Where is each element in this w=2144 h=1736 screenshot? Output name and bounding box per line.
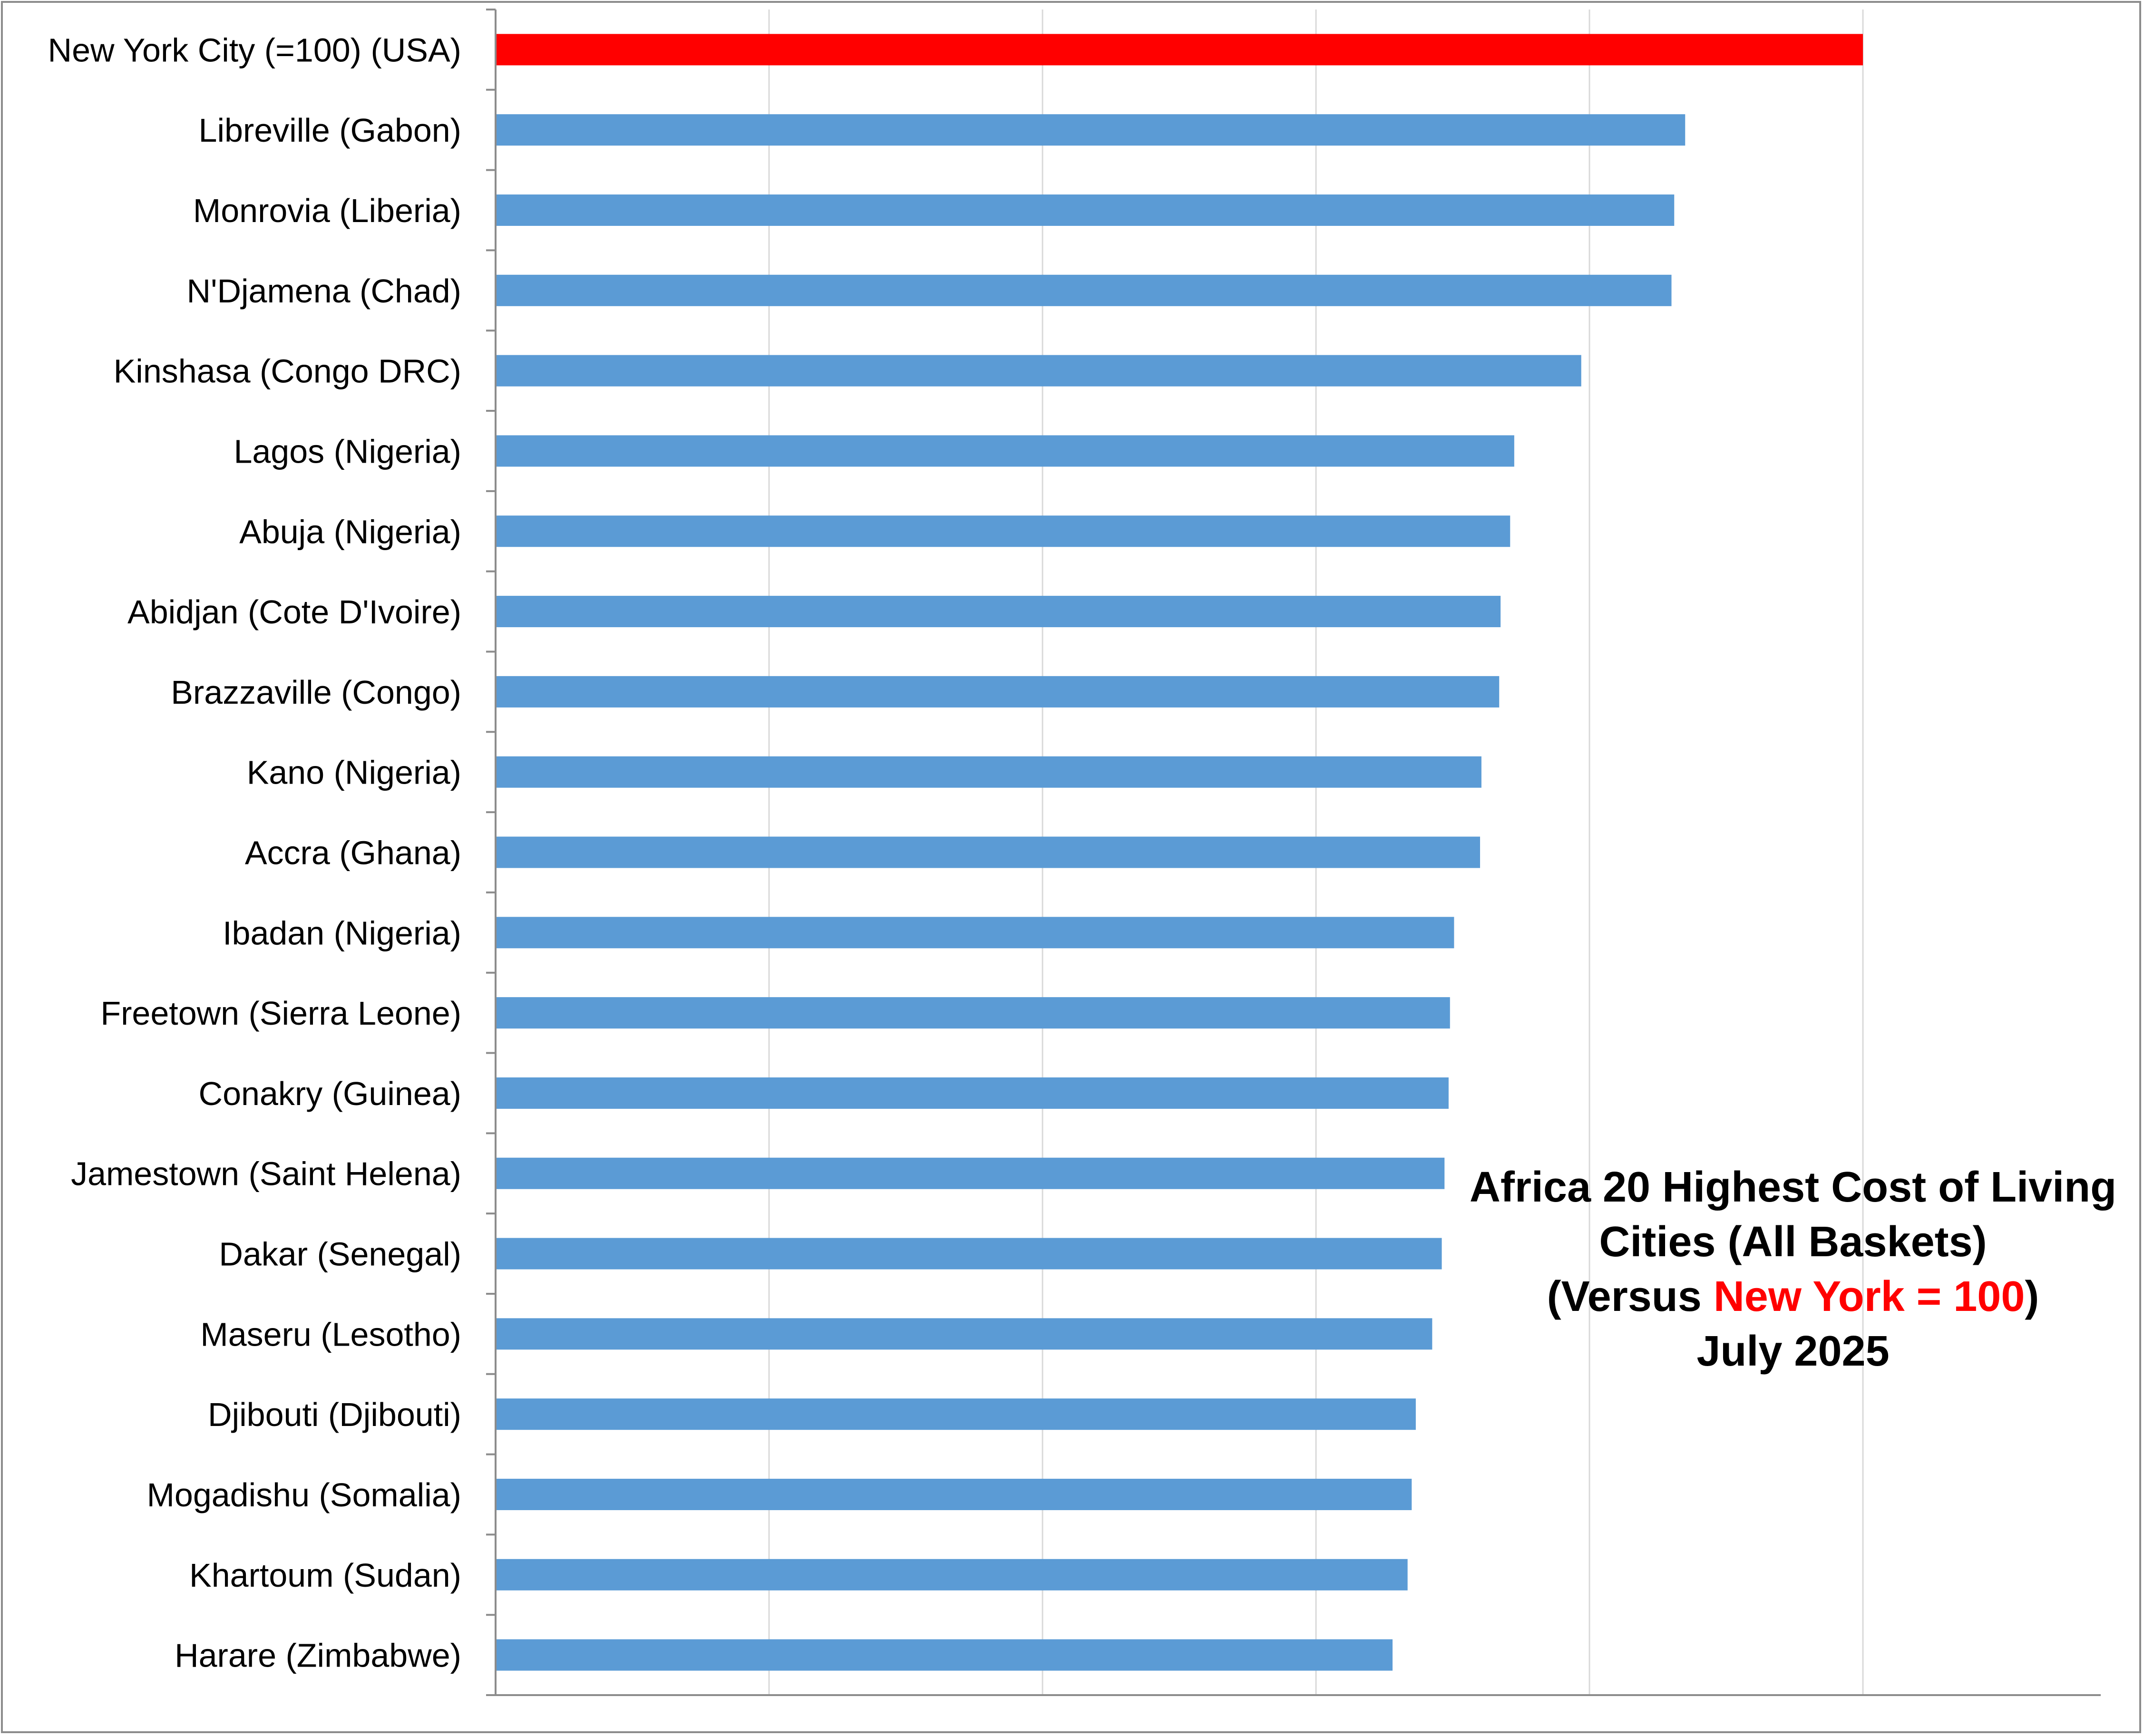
bar-2 [496,194,1675,226]
bars [496,34,1863,1671]
title-segment-0-0: Africa 20 Highest Cost of Living [1469,1164,2117,1211]
category-label-10: Accra (Ghana) [245,834,461,872]
title-segment-2-1: New York = 100 [1713,1273,2025,1320]
title-line-3: July 2025 [1441,1324,2144,1379]
title-segment-2-0: (Versus [1547,1273,1714,1320]
bar-15 [496,1238,1442,1270]
bar-8 [496,676,1500,708]
title-line-0: Africa 20 Highest Cost of Living [1441,1160,2144,1215]
bar-20 [496,1639,1393,1671]
title-line-1: Cities (All Baskets) [1441,1215,2144,1270]
category-label-3: N'Djamena (Chad) [187,272,461,310]
category-label-14: Jamestown (Saint Helena) [71,1155,461,1193]
title-segment-1-0: Cities (All Baskets) [1599,1218,1987,1266]
bar-12 [496,997,1450,1029]
bar-13 [496,1077,1449,1109]
category-label-13: Conakry (Guinea) [199,1075,461,1112]
category-label-15: Dakar (Senegal) [219,1236,461,1273]
y-axis [486,9,2101,1696]
category-label-6: Abuja (Nigeria) [239,513,461,550]
category-label-12: Freetown (Sierra Leone) [100,995,461,1032]
bar-14 [496,1157,1445,1189]
bar-9 [496,756,1481,788]
title-segment-2-2: ) [2025,1273,2039,1320]
bar-16 [496,1318,1433,1350]
category-label-19: Khartoum (Sudan) [189,1557,461,1594]
bar-19 [496,1559,1408,1591]
category-label-20: Harare (Zimbabwe) [175,1637,461,1674]
bar-4 [496,355,1581,387]
category-label-0: New York City (=100) (USA) [48,31,461,68]
bar-3 [496,274,1672,306]
bar-5 [496,435,1514,467]
bar-18 [496,1478,1412,1510]
category-label-7: Abidjan (Cote D'Ivoire) [127,593,461,630]
category-label-2: Monrovia (Liberia) [193,192,461,229]
bar-6 [496,515,1511,547]
bar-10 [496,836,1480,868]
bar-0 [496,34,1863,66]
title-line-2: (Versus New York = 100) [1441,1270,2144,1324]
category-labels: New York City (=100) (USA) Libreville (Ga… [48,31,461,1674]
bar-1 [496,114,1686,146]
bar-7 [496,596,1501,628]
bar-11 [496,917,1454,949]
bar-17 [496,1398,1416,1430]
category-label-1: Libreville (Gabon) [199,112,461,149]
category-label-5: Lagos (Nigeria) [234,433,461,470]
category-label-17: Djibouti (Djibouti) [208,1396,461,1433]
category-label-9: Kano (Nigeria) [247,754,461,791]
category-label-18: Mogadishu (Somalia) [147,1476,461,1513]
category-label-11: Ibadan (Nigeria) [223,914,461,951]
title-segment-3-0: July 2025 [1696,1328,1890,1375]
category-label-4: Kinshasa (Congo DRC) [114,353,461,390]
category-label-16: Maseru (Lesotho) [200,1316,461,1353]
category-label-8: Brazzaville (Congo) [171,674,461,711]
chart-title: Africa 20 Highest Cost of Living Cities (… [1441,1160,2144,1379]
